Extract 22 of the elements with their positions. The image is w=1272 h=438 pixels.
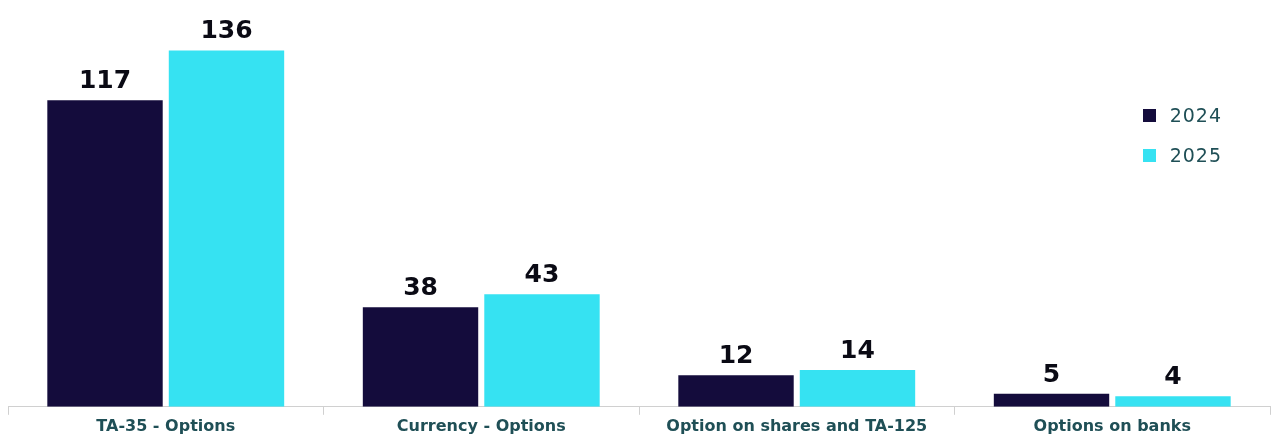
x-tick-label: Option on shares and TA-125 [666,415,928,435]
data-label: 4 [1164,361,1182,391]
bar [993,393,1110,407]
data-label: 5 [1042,358,1061,388]
bar [168,50,285,407]
x-tick-label: Options on banks [1033,415,1191,435]
data-label: 14 [840,335,875,365]
data-label: 38 [403,272,438,302]
bar [799,370,916,407]
bar [1115,396,1231,407]
data-label: 117 [78,65,132,95]
bar [362,307,479,407]
data-label: 136 [200,15,253,45]
data-label: 12 [718,340,754,370]
legend-label: 2024 [1169,104,1222,126]
x-tick-label: Currency - Options [396,415,566,435]
x-tick-label: TA-35 - Options [96,415,236,435]
data-label: 43 [524,259,560,289]
bar [678,375,794,407]
legend-label: 2025 [1169,144,1222,166]
bar [47,100,163,407]
bar [484,294,600,407]
